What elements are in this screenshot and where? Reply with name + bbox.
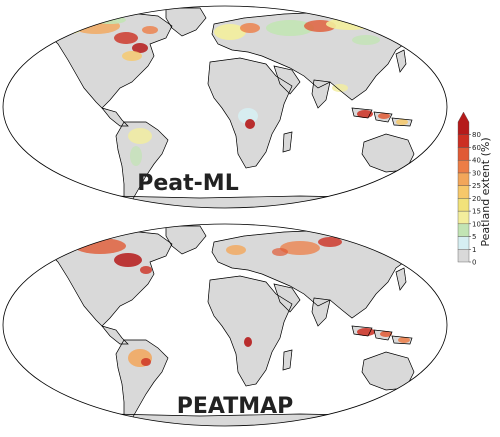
colorbar-bin [457,249,470,263]
colorbar-bin [457,147,470,161]
map-peatmap: PEATMAP [2,223,448,427]
colorbar-tick-label: 20 [472,195,481,203]
map-title-peat-ml: Peat-ML [137,171,238,196]
colorbar-tick-label: 5 [472,233,476,241]
colorbar-tick-label: 60 [472,144,481,152]
colorbar-tick-label: 1 [472,246,476,254]
colorbar-tick-label: 80 [472,131,481,139]
colorbar-bin [457,134,470,148]
colorbar-tick-label: 40 [472,157,481,165]
colorbar-tick-label: 10 [472,220,481,228]
colorbar-tick-label: 15 [472,208,481,216]
map-frame-outline [2,5,448,209]
colorbar-bin [457,172,470,186]
colorbar-bin [457,185,470,199]
colorbar-tick-label: 25 [472,182,481,190]
map-frame-outline [2,223,448,427]
colorbar-bin [457,210,470,225]
colorbar-bin [457,223,470,237]
map-peat-ml: Peat-ML [2,5,448,209]
colorbar-bin [457,236,470,250]
colorbar-bin [457,159,470,174]
colorbar-tick-label: 30 [472,169,481,177]
colorbar-label: Peatland extent (%) [479,137,492,246]
colorbar-tick-label: 0 [472,259,476,267]
colorbar-bin [457,111,470,135]
map-title-peatmap: PEATMAP [177,394,294,419]
colorbar-bin [457,198,470,212]
